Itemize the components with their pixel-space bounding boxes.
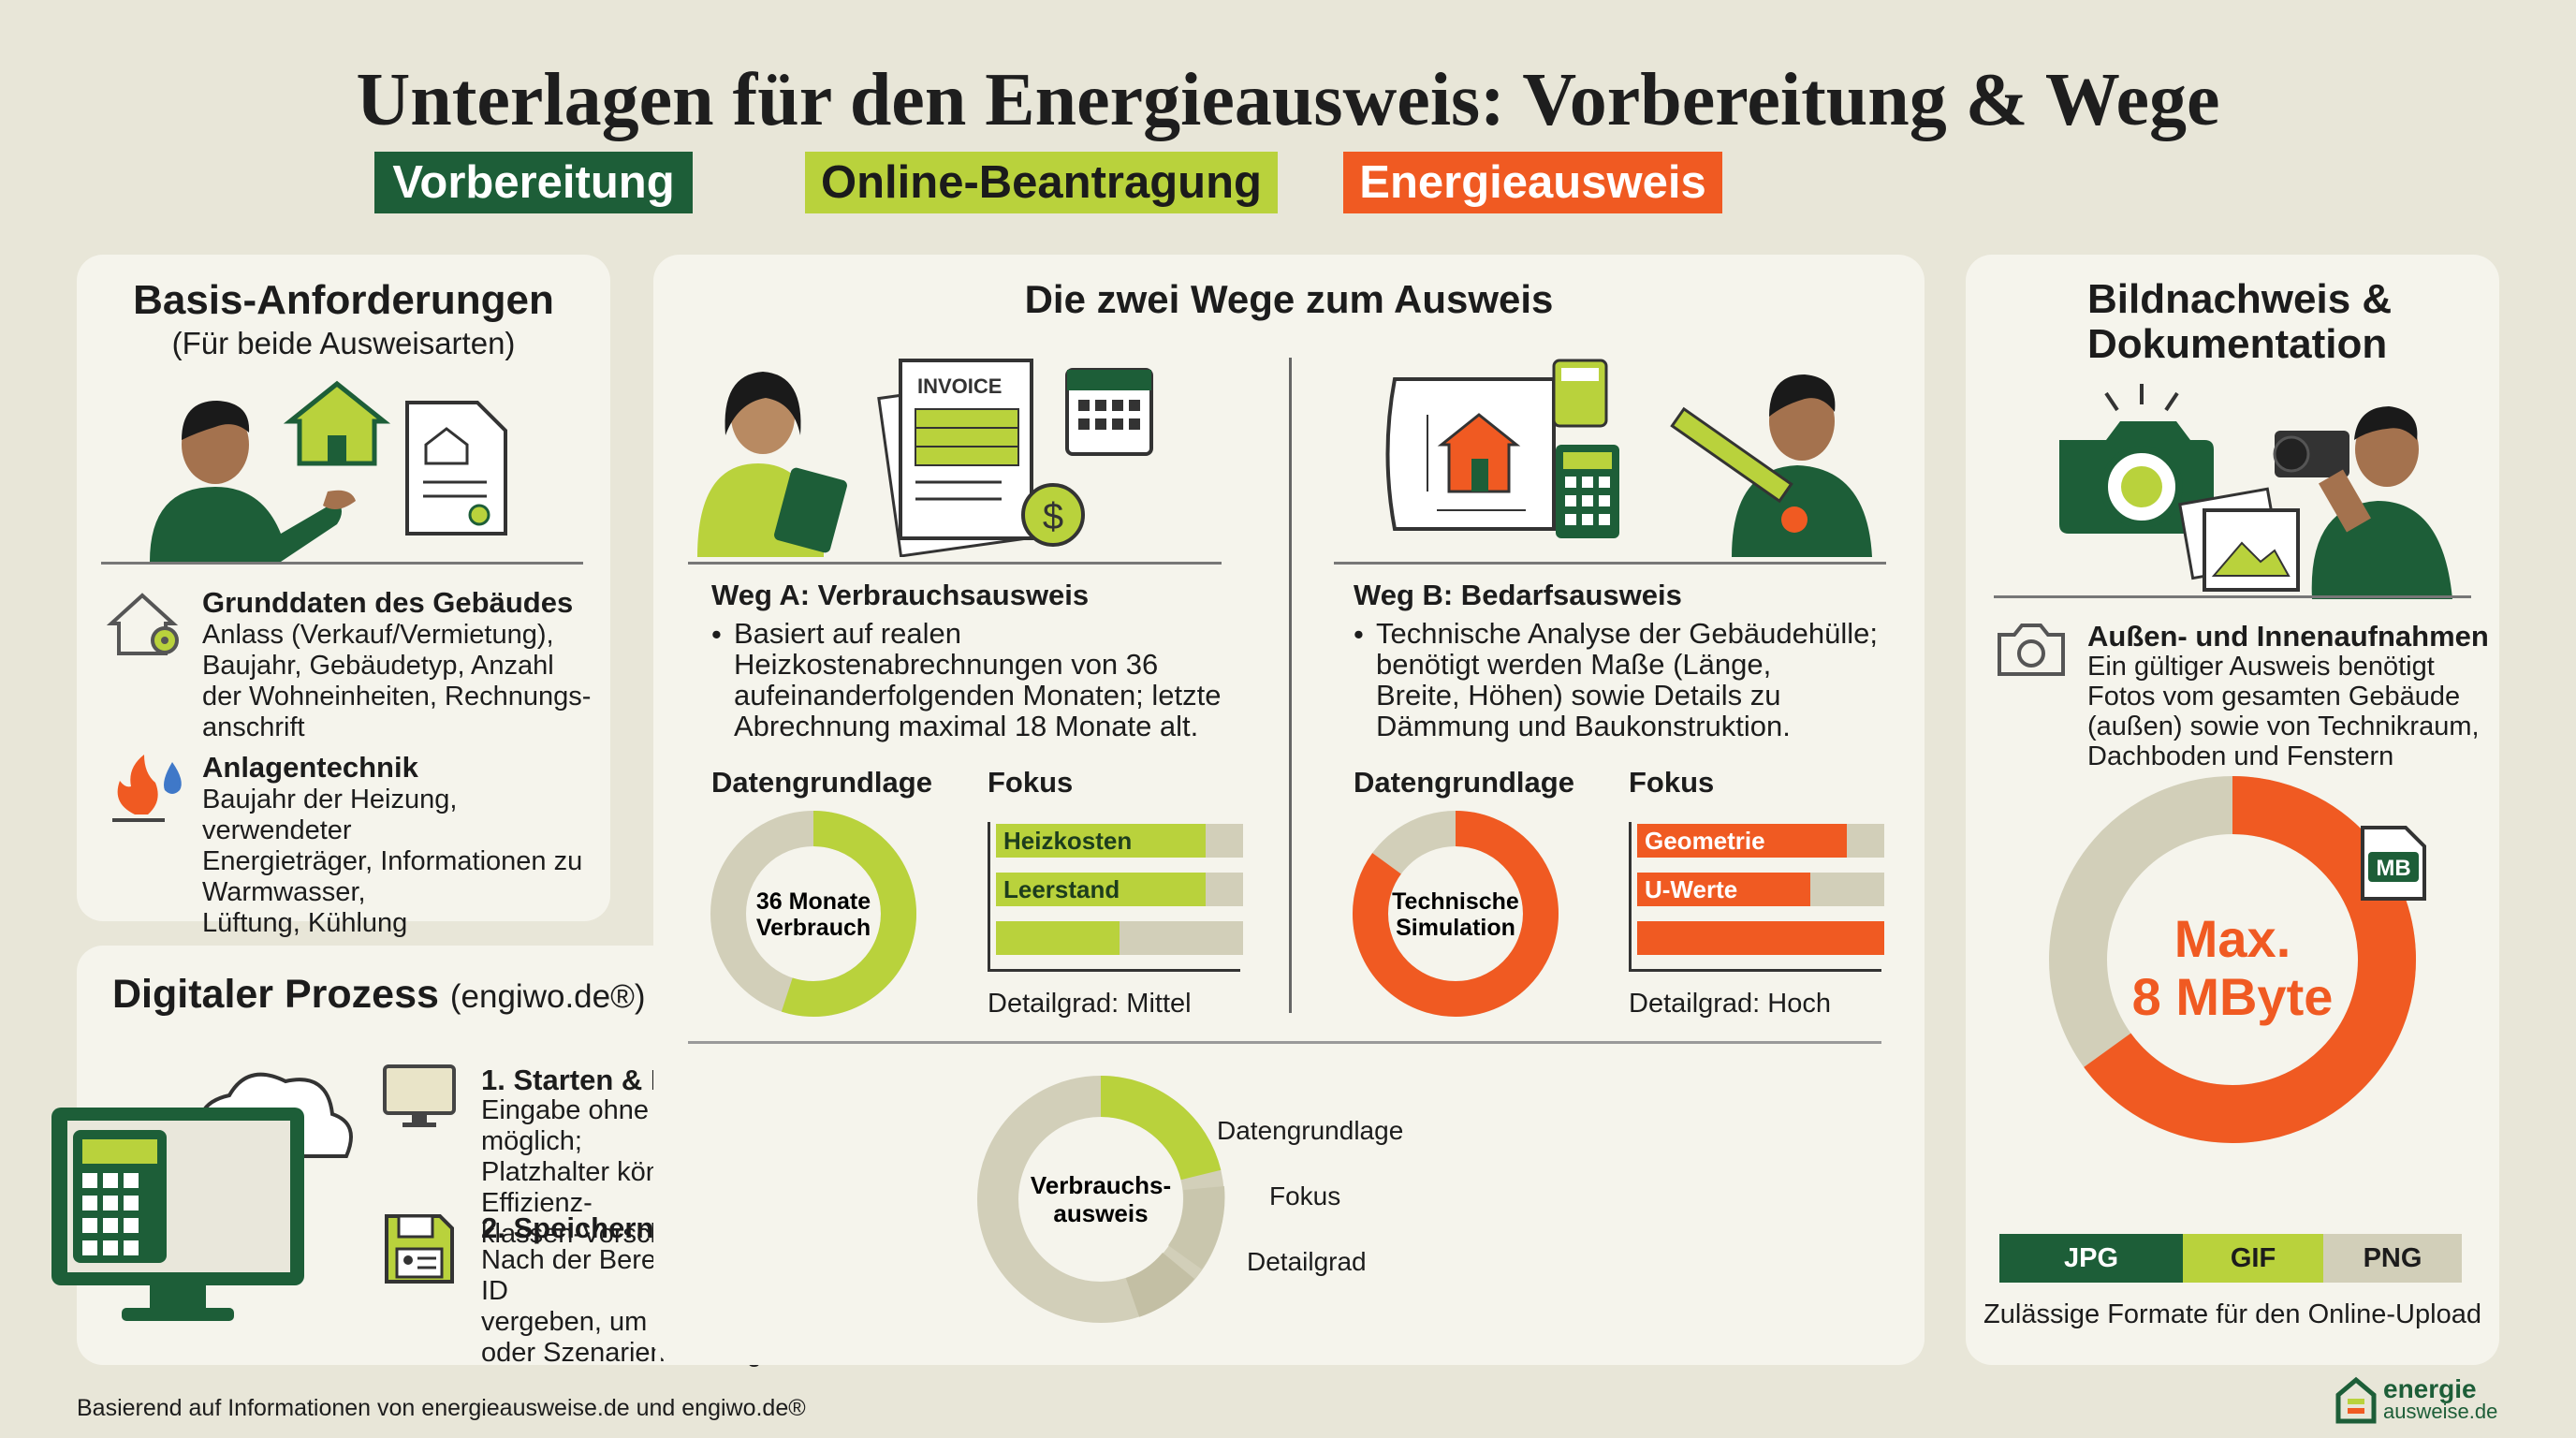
- max-size-line-1: Max.: [2174, 909, 2291, 968]
- invoice-label: INVOICE: [917, 374, 1002, 398]
- weg-b-bars: Geometrie U-Werte: [1629, 822, 1884, 972]
- logo-text-1: energie: [2383, 1374, 2477, 1403]
- weg-b-illustration: [1385, 359, 1872, 557]
- bar-leerstand: Leerstand: [996, 873, 1243, 906]
- floppy-disk-icon: [385, 1214, 454, 1284]
- weg-a-heading: Weg A: Verbrauchsausweis: [711, 579, 1090, 611]
- tag-energieausweis: Energieausweis: [1343, 152, 1722, 213]
- segment-datengrundlage: [1100, 1075, 1222, 1181]
- format-png: PNG: [2323, 1234, 2462, 1283]
- weg-b-donut: Technische Simulation: [1353, 811, 1559, 1017]
- camera-small-icon: [1998, 624, 2065, 676]
- calendar-icon: [1065, 368, 1153, 456]
- basis-illustration: [150, 380, 507, 562]
- basis-item-2-text: Baujahr der Heizung, verwendeter Energiet…: [202, 785, 583, 938]
- dollar-coin-icon: $: [1021, 483, 1085, 547]
- summary-label-datengrundlage: Datengrundlage: [1217, 1116, 1404, 1145]
- weg-b-underline: [1334, 562, 1886, 565]
- digital-title: Digitaler Prozess (engiwo.de®): [112, 972, 646, 1017]
- wege-divider: [1289, 358, 1292, 1013]
- weg-a-donut: 36 Monate Verbrauch: [710, 811, 916, 1017]
- weg-b-donut-label-1: Technische: [1392, 888, 1519, 915]
- mb-badge: MB: [2376, 856, 2410, 881]
- max-size-line-2: 8 MByte: [2132, 967, 2334, 1026]
- bild-divider: [1994, 595, 2471, 598]
- camera-icon: [2059, 384, 2214, 534]
- bild-illustration: [2059, 384, 2452, 599]
- photographer-icon: [2273, 406, 2452, 599]
- weg-b-text: Technische Analyse der Gebäudehülle; benö…: [1376, 617, 1878, 742]
- weg-b-heading: Weg B: Bedarfsausweis: [1354, 579, 1682, 611]
- summary-label-fokus: Fokus: [1269, 1181, 1341, 1211]
- segment-detailgrad: [1125, 1252, 1194, 1317]
- invoice-icon: INVOICE: [877, 359, 1033, 557]
- bar-b-3: [1637, 921, 1884, 955]
- bild-item-title: Außen- und Innenaufnahmen: [2087, 620, 2489, 653]
- flame-drop-icon: [112, 755, 182, 822]
- mb-file-icon: MB: [2361, 826, 2426, 901]
- format-gif: GIF: [2183, 1234, 2323, 1283]
- person-icon: [150, 401, 356, 562]
- woman-icon: [697, 372, 847, 557]
- logo: energie ausweise.de: [2334, 1376, 2497, 1425]
- calculator-icon: [1552, 359, 1619, 538]
- weg-a-detail: Detailgrad: Mittel: [988, 989, 1192, 1019]
- weg-a-bullet: •: [711, 618, 722, 651]
- man-measuring-icon: [1670, 374, 1872, 557]
- bar-heizkosten: Heizkosten: [996, 824, 1243, 858]
- logo-text-2: ausweise.de: [2383, 1400, 2498, 1423]
- photos-icon: [2178, 487, 2300, 592]
- tag-online-beantragung: Online-Beantragung: [805, 152, 1278, 213]
- svg-text:$: $: [1043, 496, 1063, 537]
- weg-b-donut-label-2: Simulation: [1396, 915, 1515, 941]
- bild-title: Bildnachweis & Dokumentation: [2087, 276, 2393, 367]
- blueprint-icon: [1385, 377, 1563, 531]
- basis-item-1-title: Grunddaten des Gebäudes: [202, 586, 574, 619]
- formats-caption: Zulässige Formate für den Online-Upload: [1983, 1299, 2481, 1329]
- document-icon: [405, 401, 507, 536]
- logo-house-icon: [2335, 1376, 2377, 1424]
- divider: [101, 562, 583, 565]
- weg-a-donut-label-1: 36 Monate: [756, 888, 871, 915]
- basis-panel: [77, 255, 610, 921]
- weg-b-fokus: Fokus: [1629, 766, 1715, 799]
- weg-b-detail: Detailgrad: Hoch: [1629, 989, 1831, 1019]
- bar-a-3: [996, 921, 1243, 955]
- weg-a-donut-label-2: Verbrauch: [756, 915, 871, 941]
- format-jpg: JPG: [1999, 1234, 2183, 1283]
- house-icon: [283, 380, 391, 466]
- weg-b-datengrundlage: Datengrundlage: [1354, 766, 1574, 799]
- basis-item-1-text: Anlass (Verkauf/Vermietung), Baujahr, Geb…: [202, 620, 592, 742]
- footer-source: Basierend auf Informationen von energiea…: [77, 1395, 806, 1421]
- weg-a-underline: [688, 562, 1222, 565]
- summary-divider: [688, 1041, 1881, 1044]
- tag-vorbereitung: Vorbereitung: [374, 152, 693, 213]
- weg-a-text: Basiert auf realen Heizkostenabrechnungen…: [734, 617, 1222, 742]
- bild-item-text: Ein gültiger Ausweis benötigt Fotos vom g…: [2087, 652, 2480, 771]
- wege-title: Die zwei Wege zum Ausweis: [1024, 277, 1554, 321]
- house-gear-icon: [107, 593, 179, 655]
- basis-item-2-title: Anlagentechnik: [202, 751, 418, 784]
- bar-geometrie: Geometrie: [1637, 824, 1884, 858]
- monitor-icon: [383, 1064, 456, 1127]
- page-title: Unterlagen für den Energieausweis: Vorbe…: [356, 59, 2220, 141]
- summary-label-detailgrad: Detailgrad: [1247, 1247, 1367, 1276]
- basis-subtitle: (Für beide Ausweisarten): [171, 326, 516, 360]
- formats-bar: JPG GIF PNG: [1999, 1234, 2462, 1283]
- bar-u-werte: U-Werte: [1637, 873, 1884, 906]
- summary-center-2: ausweis: [1053, 1199, 1148, 1227]
- basis-title: Basis-Anforderungen: [133, 277, 554, 323]
- weg-a-bars: Heizkosten Leerstand: [988, 822, 1243, 972]
- computer-cloud-illustration: [51, 1072, 353, 1321]
- segment-fokus: [1167, 1185, 1225, 1269]
- weg-a-fokus: Fokus: [988, 766, 1074, 799]
- weg-b-bullet: •: [1354, 618, 1364, 651]
- max-size-donut: Max. 8 MByte: [2049, 776, 2416, 1143]
- summary-center-1: Verbrauchs-: [1031, 1171, 1171, 1199]
- weg-a-datengrundlage: Datengrundlage: [711, 766, 932, 799]
- weg-a-illustration: INVOICE $: [697, 359, 1153, 557]
- summary-donut: Verbrauchs- ausweis: [977, 1075, 1225, 1323]
